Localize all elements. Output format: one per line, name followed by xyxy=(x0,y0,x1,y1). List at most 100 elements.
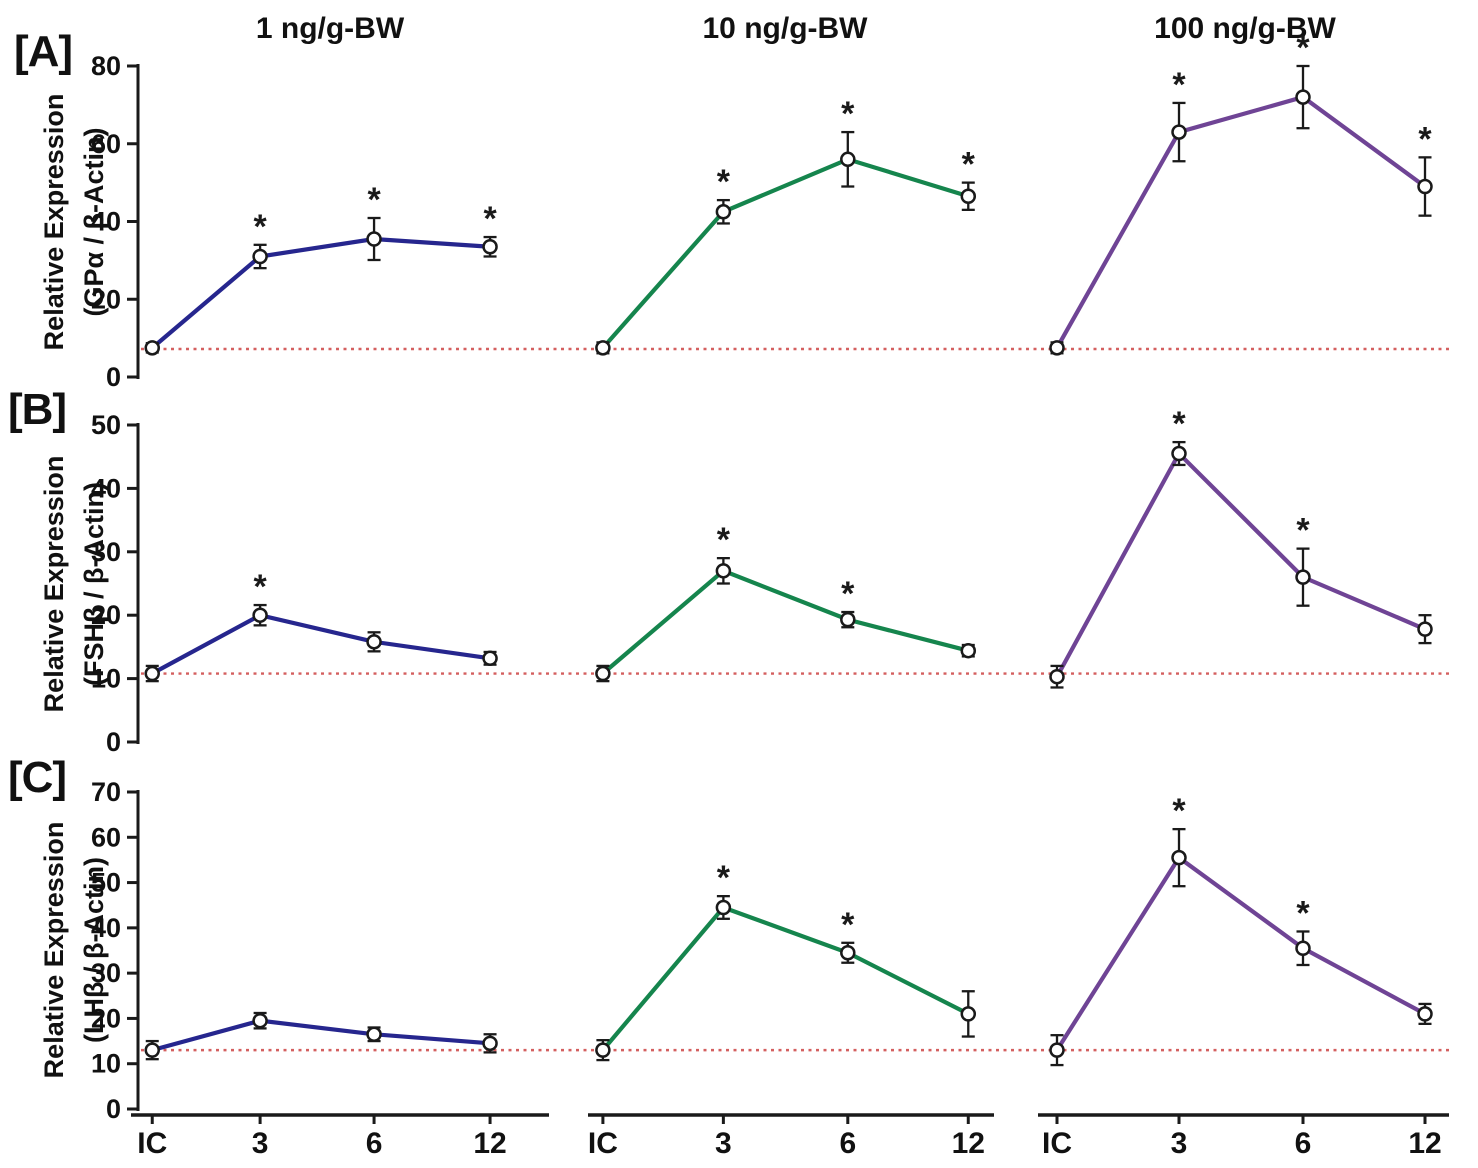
significance-asterisk: * xyxy=(841,575,855,613)
x-tick-label: 6 xyxy=(1295,1127,1312,1160)
significance-asterisk: * xyxy=(841,906,855,944)
x-tick-label: 3 xyxy=(252,1127,269,1160)
data-point-marker xyxy=(1417,178,1433,195)
significance-asterisk: * xyxy=(1296,29,1310,67)
data-point-marker xyxy=(144,665,160,682)
data-point-marker xyxy=(840,151,856,168)
significance-asterisk: * xyxy=(1296,894,1310,932)
series-line xyxy=(150,1018,493,1053)
data-point-marker xyxy=(144,340,160,356)
panel-a: 0 20 40 60 80 * * * * * * * * * xyxy=(91,29,1450,392)
y-tick-label: 40 xyxy=(91,473,121,503)
significance-asterisk: * xyxy=(1172,405,1186,443)
panel-c: 0 10 20 30 40 50 60 70 * * * * IC 3 6 12 IC 3 6 12 IC 3 6 12 xyxy=(91,777,1450,1160)
data-point-marker xyxy=(840,611,856,628)
significance-asterisk: * xyxy=(253,208,267,246)
data-point-marker xyxy=(840,945,856,961)
y-tick-label: 50 xyxy=(91,410,121,440)
data-point-marker xyxy=(595,340,611,356)
data-point-marker xyxy=(715,563,732,579)
column-title-100: 100 ng/g-BW xyxy=(1154,12,1336,45)
significance-asterisk: * xyxy=(367,181,381,219)
significance-asterisk: * xyxy=(253,568,267,606)
data-point-marker xyxy=(252,607,268,623)
data-point-marker xyxy=(366,1026,382,1043)
data-point-marker xyxy=(1295,569,1311,585)
data-point-marker xyxy=(595,665,611,682)
significance-asterisk: * xyxy=(841,95,855,133)
y-tick-label: 20 xyxy=(91,1003,121,1033)
y-tick-label: 70 xyxy=(91,777,121,807)
data-point-marker xyxy=(482,239,498,255)
x-tick-label: 12 xyxy=(473,1127,506,1160)
series-line xyxy=(600,905,971,1053)
significance-asterisk: * xyxy=(962,146,976,184)
y-tick-label: 0 xyxy=(106,1094,121,1124)
data-point-marker xyxy=(1171,849,1187,866)
y-tick-label: 10 xyxy=(91,664,121,694)
data-point-marker xyxy=(595,1042,611,1058)
y-tick-label: 80 xyxy=(91,51,121,81)
significance-asterisk: * xyxy=(1296,512,1310,550)
data-point-marker xyxy=(366,634,382,650)
data-point-marker xyxy=(482,650,498,667)
data-point-marker xyxy=(252,1012,268,1029)
panel-tag-b: [B] xyxy=(8,385,67,434)
y-tick-label: 60 xyxy=(91,129,121,159)
data-point-marker xyxy=(1295,89,1311,105)
x-tick-label: 3 xyxy=(715,1127,732,1160)
y-tick-label: 40 xyxy=(91,207,121,237)
significance-asterisk: * xyxy=(717,521,731,559)
x-tick-label: IC xyxy=(137,1127,167,1160)
y-tick-label: 10 xyxy=(91,1049,121,1079)
panel-tag-c: [C] xyxy=(8,753,67,802)
data-point-marker xyxy=(1417,621,1433,637)
series-line xyxy=(1054,854,1428,1053)
y-tick-label: 40 xyxy=(91,913,121,943)
data-point-marker xyxy=(252,248,268,265)
data-point-marker xyxy=(366,231,382,247)
significance-asterisk: * xyxy=(483,200,497,238)
x-tick-label: 6 xyxy=(839,1127,856,1160)
data-point-marker xyxy=(1049,1042,1065,1058)
x-tick-label: 6 xyxy=(366,1127,383,1160)
significance-asterisk: * xyxy=(717,163,731,201)
y-tick-label: 20 xyxy=(91,284,121,314)
x-tick-label: 12 xyxy=(1408,1127,1441,1160)
series-line xyxy=(600,568,971,676)
data-point-marker xyxy=(144,1042,160,1058)
significance-asterisk: * xyxy=(717,859,731,897)
x-tick-label: IC xyxy=(1042,1127,1072,1160)
data-point-marker xyxy=(1049,340,1065,356)
significance-asterisk: * xyxy=(1172,792,1186,830)
significance-asterisk: * xyxy=(1172,66,1186,104)
y-tick-label: 60 xyxy=(91,822,121,852)
y-tick-label: 30 xyxy=(91,537,121,567)
data-point-marker xyxy=(1295,940,1311,956)
y-tick-label: 0 xyxy=(106,727,121,757)
column-title-10: 10 ng/g-BW xyxy=(702,12,868,45)
x-tick-label: 3 xyxy=(1171,1127,1188,1160)
x-tick-label: 12 xyxy=(952,1127,985,1160)
data-point-marker xyxy=(960,188,977,204)
data-point-marker xyxy=(1049,668,1065,685)
panel-tag-a: [A] xyxy=(14,27,73,76)
series-line xyxy=(150,236,493,350)
series-line xyxy=(1054,94,1428,350)
series-line xyxy=(600,157,971,350)
x-tick-label: IC xyxy=(588,1127,618,1160)
data-point-marker xyxy=(482,1035,498,1052)
data-point-marker xyxy=(715,899,732,916)
y-tick-label: 50 xyxy=(91,868,121,898)
data-point-marker xyxy=(1417,1006,1433,1022)
series-line xyxy=(150,612,493,676)
y-tick-label: 0 xyxy=(106,362,121,392)
data-point-marker xyxy=(960,1006,977,1022)
series-line xyxy=(1054,450,1428,679)
data-point-marker xyxy=(960,642,977,659)
data-point-marker xyxy=(1171,124,1187,140)
panel-b: 0 10 20 30 40 50 * * * * * xyxy=(91,405,1450,757)
significance-asterisk: * xyxy=(1418,120,1432,158)
